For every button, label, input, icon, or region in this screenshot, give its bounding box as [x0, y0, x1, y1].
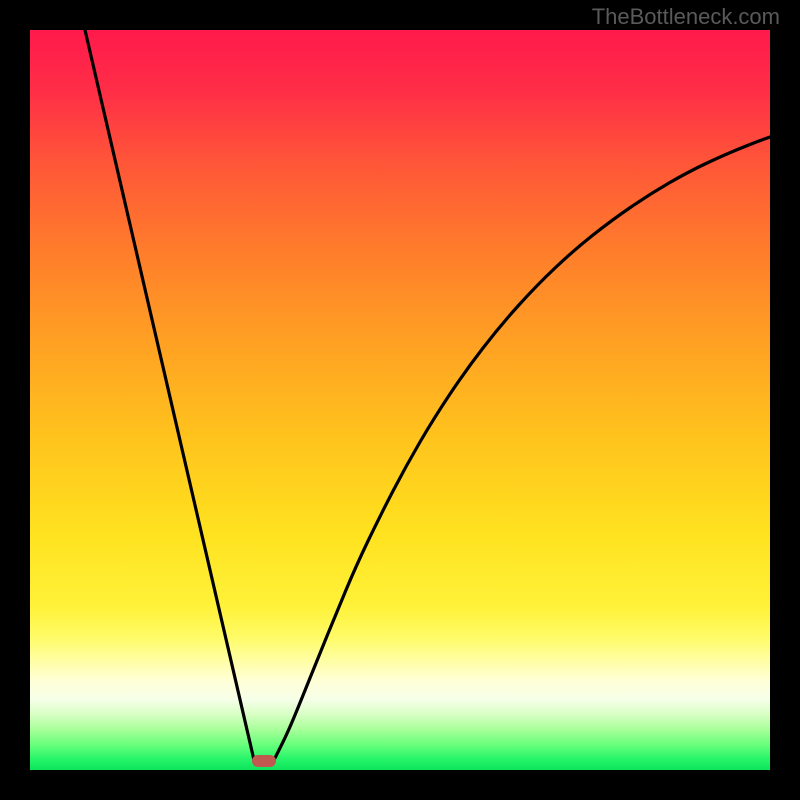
- watermark-text: TheBottleneck.com: [592, 4, 780, 30]
- plot-area: [30, 30, 770, 770]
- bottleneck-curve: [85, 30, 770, 760]
- minimum-marker: [252, 755, 276, 767]
- chart-frame: TheBottleneck.com: [0, 0, 800, 800]
- curve-layer: [30, 30, 770, 770]
